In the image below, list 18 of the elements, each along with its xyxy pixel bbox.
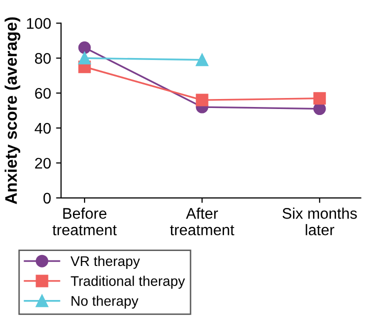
legend-label: Traditional therapy bbox=[70, 276, 185, 289]
y-tick-label: 20 bbox=[35, 158, 51, 169]
point bbox=[313, 92, 326, 105]
x-tick-label: After treatment bbox=[170, 208, 234, 236]
legend-label: No therapy bbox=[72, 296, 138, 309]
point bbox=[196, 94, 208, 106]
y-tick-label: 100 bbox=[27, 18, 51, 29]
legend-label: VR therapy bbox=[70, 256, 140, 269]
point bbox=[78, 41, 91, 54]
y-tick-label: 0 bbox=[43, 192, 51, 204]
y-tick-label: 80 bbox=[35, 52, 51, 64]
y-tick-label: 40 bbox=[34, 122, 51, 134]
x-tick-label: Six months later bbox=[282, 208, 357, 236]
point bbox=[196, 54, 208, 66]
y-axis-title: Anxiety score (average) bbox=[4, 17, 20, 204]
y-tick-label: 60 bbox=[35, 88, 51, 99]
x-tick-label: Before treatment bbox=[52, 208, 117, 236]
point bbox=[78, 52, 91, 64]
